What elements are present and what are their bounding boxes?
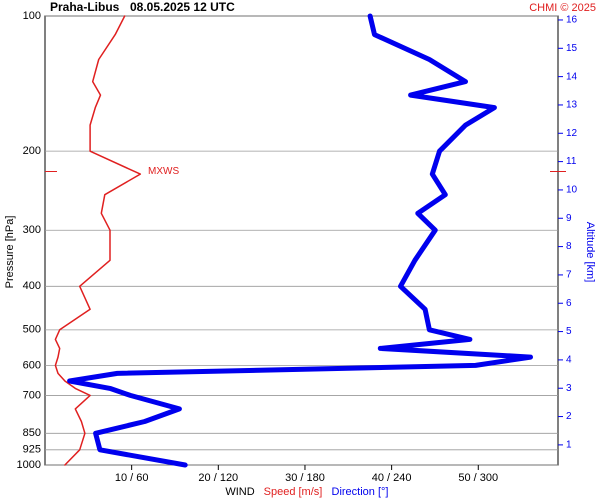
y2-tick-label: 9 [566, 213, 572, 224]
y-tick-label: 500 [23, 324, 41, 336]
y2-tick-label: 14 [566, 71, 578, 82]
y2-tick-label: 11 [566, 156, 577, 167]
y2-tick-label: 10 [566, 185, 578, 196]
date: 08.05.2025 12 UTC [130, 0, 235, 14]
x-tick-label: 40 / 240 [372, 472, 412, 484]
series-line [54, 15, 142, 466]
y2-tick-label: 4 [566, 355, 572, 366]
y2-tick-label: 6 [566, 298, 572, 309]
y-tick-label: 400 [23, 280, 41, 292]
station: Praha-Libus [50, 0, 120, 14]
y-tick-label: 200 [23, 145, 41, 157]
x-tick-label: 30 / 180 [285, 472, 325, 484]
y2-tick-label: 15 [566, 43, 578, 54]
y-tick-label: 925 [23, 444, 41, 456]
y2-tick-label: 8 [566, 241, 572, 252]
y-tick-label: 700 [23, 389, 41, 401]
legend-speed: Speed [m/s] [264, 486, 323, 498]
series-line [67, 13, 533, 468]
y2-tick-label: 1 [566, 440, 572, 451]
y2-tick-label: 7 [566, 270, 572, 281]
legend-direction: Direction [°] [332, 486, 389, 498]
y-tick-label: 300 [23, 224, 41, 236]
y2-tick-label: 12 [566, 128, 578, 139]
y2-tick-label: 13 [566, 100, 578, 111]
x-tick-label: 20 / 120 [198, 472, 238, 484]
x-tick-label: 50 / 300 [458, 472, 498, 484]
x-tick-label: 10 / 60 [115, 472, 149, 484]
y2-axis-label: Altitude [km] [584, 222, 596, 283]
annotation-label: MXWS [148, 166, 179, 177]
y2-tick-label: 16 [566, 15, 578, 26]
y-tick-label: 600 [23, 359, 41, 371]
y2-tick-label: 3 [566, 383, 572, 394]
y2-tick-label: 2 [566, 411, 572, 422]
y-tick-label: 850 [23, 427, 41, 439]
y-tick-label: 1000 [17, 459, 41, 471]
y2-tick-label: 5 [566, 326, 572, 337]
x-axis-label: WIND [225, 486, 254, 498]
credit: CHMI © 2025 [529, 2, 596, 14]
y-axis-label: Pressure [hPa] [4, 216, 16, 289]
y-tick-label: 100 [23, 10, 41, 22]
